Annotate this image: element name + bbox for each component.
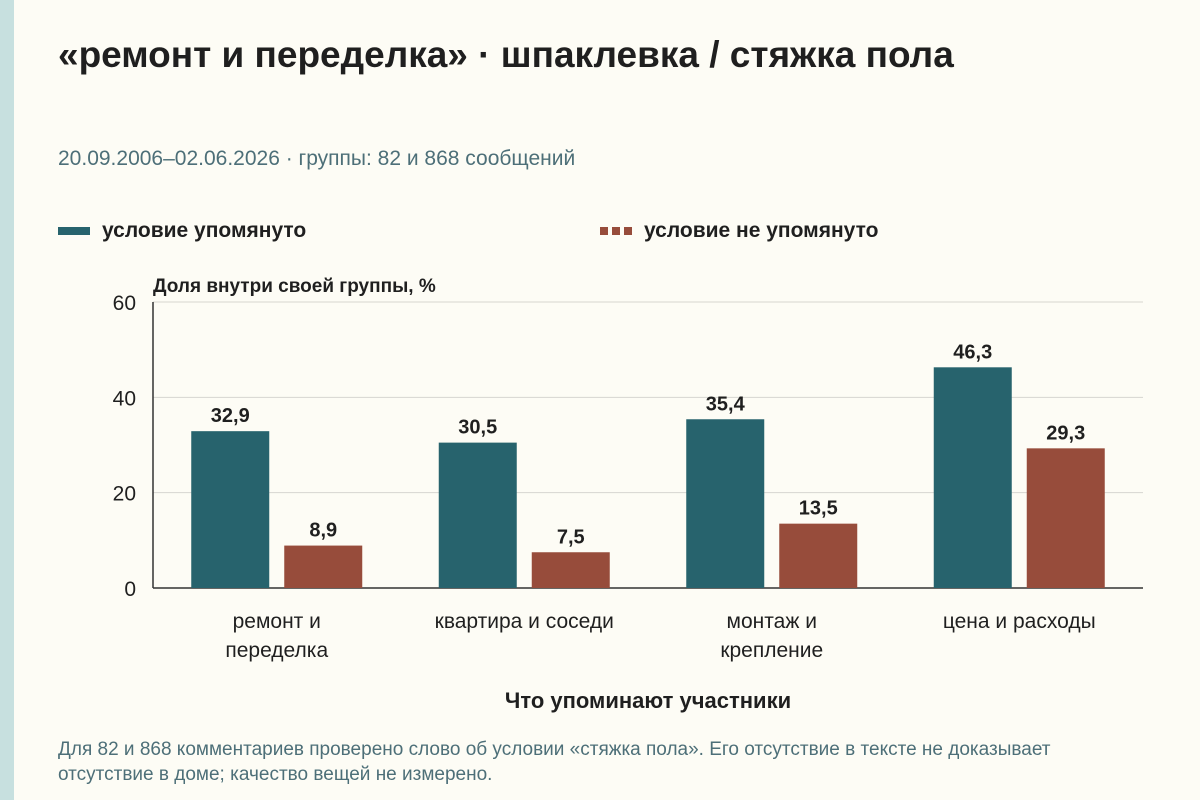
legend-item-mentioned: условие упомянуто [58, 219, 306, 243]
legend-swatch-mentioned [58, 227, 90, 235]
legend-label-not-mentioned: условие не упомянуто [644, 219, 879, 242]
x-tick-label: ремонт и [233, 610, 321, 633]
data-label: 46,3 [953, 341, 992, 363]
data-label: 29,3 [1046, 422, 1085, 444]
data-label: 32,9 [211, 405, 250, 427]
bar [284, 545, 363, 588]
y-tick-label: 20 [113, 483, 136, 506]
chart-title: «ремонт и переделка» · шпаклевка / стяжк… [58, 34, 954, 75]
chart-subtitle: 20.09.2006–02.06.2026 · группы: 82 и 868… [58, 147, 576, 170]
footnote: Для 82 и 868 комментариев проверено слов… [58, 739, 1051, 785]
y-tick-label: 60 [113, 292, 136, 315]
data-label: 35,4 [706, 393, 746, 415]
bar [686, 419, 765, 588]
x-axis-label: Что упоминают участники [505, 688, 791, 713]
accent-strip [0, 0, 14, 800]
bar [191, 431, 270, 588]
data-label: 8,9 [309, 520, 337, 542]
bar [531, 552, 610, 588]
x-tick-label: крепление [720, 639, 823, 662]
x-tick-label: квартира и соседи [435, 610, 614, 633]
data-label: 7,5 [557, 526, 585, 548]
x-tick-label: цена и расходы [943, 610, 1096, 633]
bar [779, 523, 858, 588]
y-tick-label: 40 [113, 387, 136, 410]
data-label: 30,5 [458, 417, 497, 439]
x-tick-label: переделка [225, 639, 328, 662]
x-tick-label: монтаж и [727, 610, 817, 633]
y-tick-label: 0 [124, 578, 136, 601]
data-label: 13,5 [799, 498, 838, 520]
bar [1026, 448, 1105, 588]
y-axis-label: Доля внутри своей группы, % [153, 276, 436, 297]
legend-swatch-not-mentioned [600, 227, 632, 235]
bar [933, 367, 1012, 588]
legend-label-mentioned: условие упомянуто [102, 219, 307, 242]
bar [438, 442, 517, 588]
legend-item-not-mentioned: условие не упомянуто [600, 219, 878, 243]
